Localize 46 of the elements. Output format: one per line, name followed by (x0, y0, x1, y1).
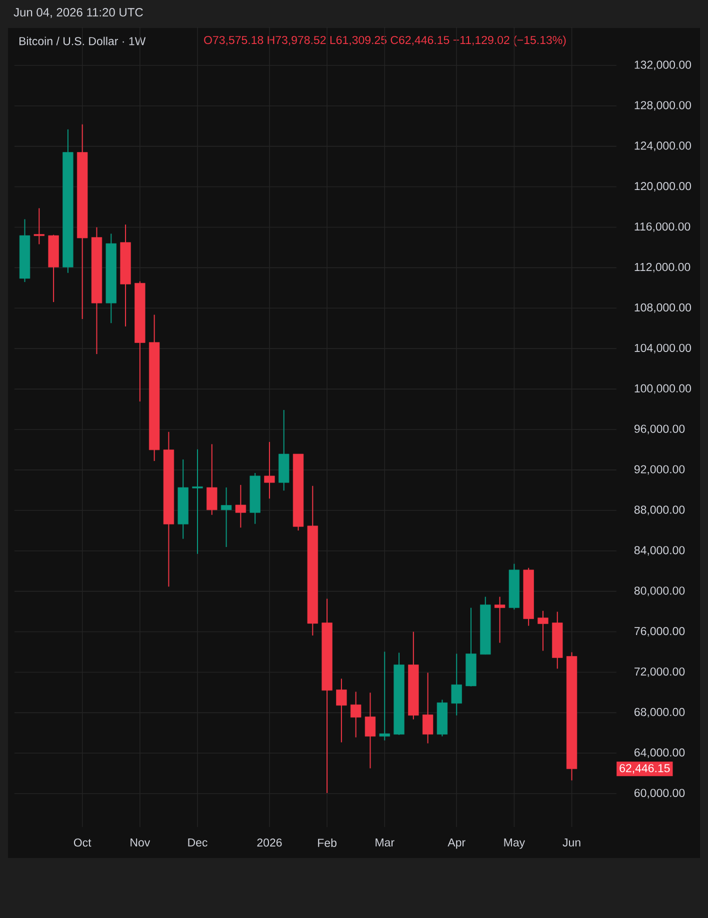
x-tick-label: Oct (74, 838, 92, 847)
x-tick-label: 2026 (257, 838, 282, 847)
y-tick-label: 120,000.00 (634, 182, 692, 192)
y-tick-label: 116,000.00 (634, 222, 690, 232)
y-tick-label: 128,000.00 (634, 101, 692, 111)
y-tick-label: 124,000.00 (634, 142, 692, 152)
candlestick (264, 441, 275, 500)
candlestick (34, 208, 44, 245)
y-tick-label: 68,000.00 (634, 708, 685, 718)
y-tick-label: 108,000.00 (634, 303, 692, 313)
x-tick-label: May (504, 838, 526, 849)
candlestick (494, 596, 506, 644)
y-tick-label: 84,000.00 (634, 546, 685, 556)
annotation: O73,575.18 H73,978.52 L61,309.25 C62,446.15 −11,129.02 (−15.13%) (204, 36, 566, 46)
y-tick-label: 60,000.00 (634, 788, 685, 798)
y-tick-label: 92,000.00 (634, 465, 685, 475)
x-tick-label: Jun (562, 838, 580, 847)
candlestick (364, 692, 376, 769)
candlestick (206, 444, 218, 516)
text: Bitcoin / U.S. Dollar · 1W (19, 36, 146, 46)
x-tick-label: Dec (188, 838, 208, 847)
y-tick-label: 104,000.00 (634, 344, 692, 354)
y-tick-label: 112,000.00 (634, 262, 690, 272)
x-tick-label: Apr (448, 838, 466, 849)
candlestick (350, 691, 362, 738)
x-tick-label: Nov (130, 838, 150, 847)
candlestick (451, 653, 462, 716)
candlestick (336, 678, 347, 743)
text: 62,446.15 (620, 764, 670, 774)
y-tick-label: 72,000.00 (634, 667, 685, 677)
y-tick-label: 88,000.00 (634, 506, 685, 516)
x-tick-label: Mar (376, 838, 394, 847)
candlestick (422, 672, 434, 744)
x-tick-label: Feb (318, 838, 336, 847)
y-tick-label: 64,000.00 (634, 748, 685, 758)
candlestick (220, 486, 232, 548)
text: Jun 04, 2026 11:20 UTC (14, 8, 143, 18)
candlestick (192, 448, 203, 554)
y-tick-label: 76,000.00 (634, 627, 685, 637)
y-tick-label: 132,000.00 (634, 60, 692, 70)
y-tick-label: 80,000.00 (634, 586, 685, 596)
candlestick (538, 610, 548, 652)
y-tick-label: 96,000.00 (634, 424, 685, 434)
y-tick-label: 100,000.00 (634, 384, 692, 394)
candlestick (235, 484, 246, 528)
candlestick (379, 651, 390, 741)
